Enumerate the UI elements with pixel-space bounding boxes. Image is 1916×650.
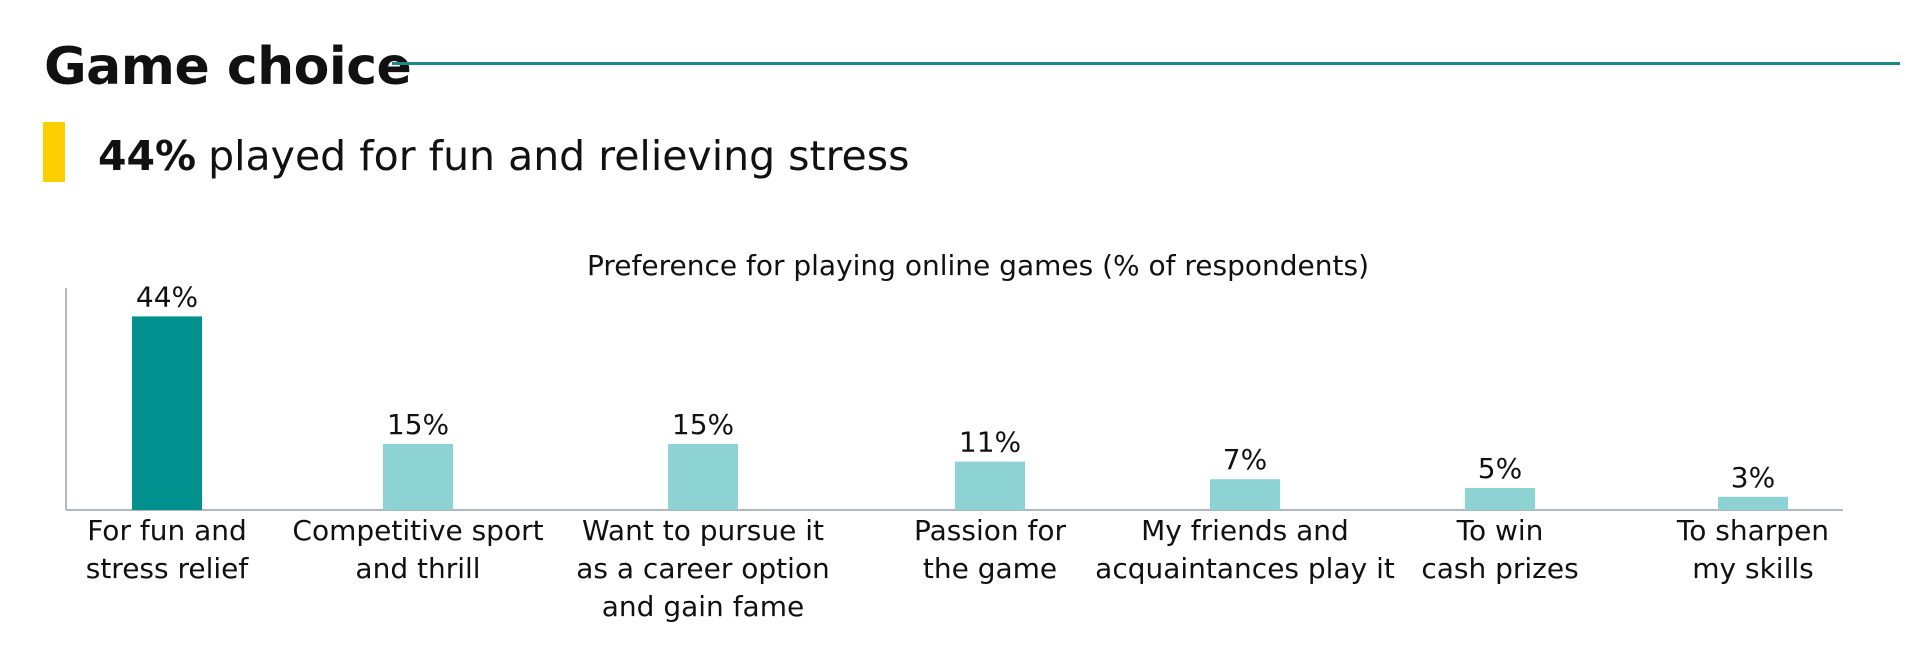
- data-label: 44%: [136, 280, 198, 313]
- category-label: My friends and acquaintances play it: [1095, 514, 1395, 585]
- bar: [132, 316, 202, 510]
- title-divider: [392, 62, 1900, 65]
- category-label: Competitive sport and thrill: [292, 514, 543, 585]
- category-label-line: Passion for: [914, 514, 1067, 547]
- category-label: To sharpen my skills: [1676, 514, 1829, 585]
- category-label: Passion for the game: [914, 514, 1067, 585]
- category-label-line: the game: [923, 552, 1057, 585]
- data-label: 5%: [1478, 452, 1522, 485]
- bar: [383, 444, 453, 510]
- category-label-line: To win: [1456, 514, 1544, 547]
- category-label-line: and thrill: [355, 552, 480, 585]
- highlight-marker: [43, 122, 65, 182]
- bar: [1465, 488, 1535, 510]
- bar: [668, 444, 738, 510]
- category-label: To win cash prizes: [1421, 514, 1578, 585]
- category-label-line: acquaintances play it: [1095, 552, 1395, 585]
- category-label-line: and gain fame: [602, 590, 804, 623]
- bar: [1210, 479, 1280, 510]
- category-label-line: My friends and: [1141, 514, 1349, 547]
- category-label-line: Want to pursue it: [582, 514, 824, 547]
- headline-text: played for fun and relieving stress: [208, 132, 910, 180]
- category-label: Want to pursue it as a career option and g…: [576, 514, 830, 623]
- data-label: 7%: [1223, 443, 1267, 476]
- category-label-line: To sharpen: [1676, 514, 1829, 547]
- category-label: For fun and stress relief: [86, 514, 250, 585]
- bar: [1718, 496, 1788, 510]
- bar: [955, 461, 1025, 510]
- headline-stat: 44%: [98, 132, 197, 180]
- category-label-line: Competitive sport: [292, 514, 543, 547]
- data-label: 3%: [1731, 461, 1775, 494]
- category-label-line: as a career option: [576, 552, 830, 585]
- data-label: 15%: [672, 408, 734, 441]
- category-label-line: For fun and: [87, 514, 247, 547]
- category-label-line: stress relief: [86, 552, 250, 585]
- chart-title: Preference for playing online games (% o…: [586, 249, 1370, 282]
- data-label: 15%: [387, 408, 449, 441]
- page-title: Game choice: [44, 37, 412, 97]
- category-label-line: my skills: [1692, 552, 1813, 585]
- category-label-line: cash prizes: [1421, 552, 1578, 585]
- headline: 44% played for fun and relieving stress: [98, 130, 909, 182]
- data-label: 11%: [959, 426, 1021, 459]
